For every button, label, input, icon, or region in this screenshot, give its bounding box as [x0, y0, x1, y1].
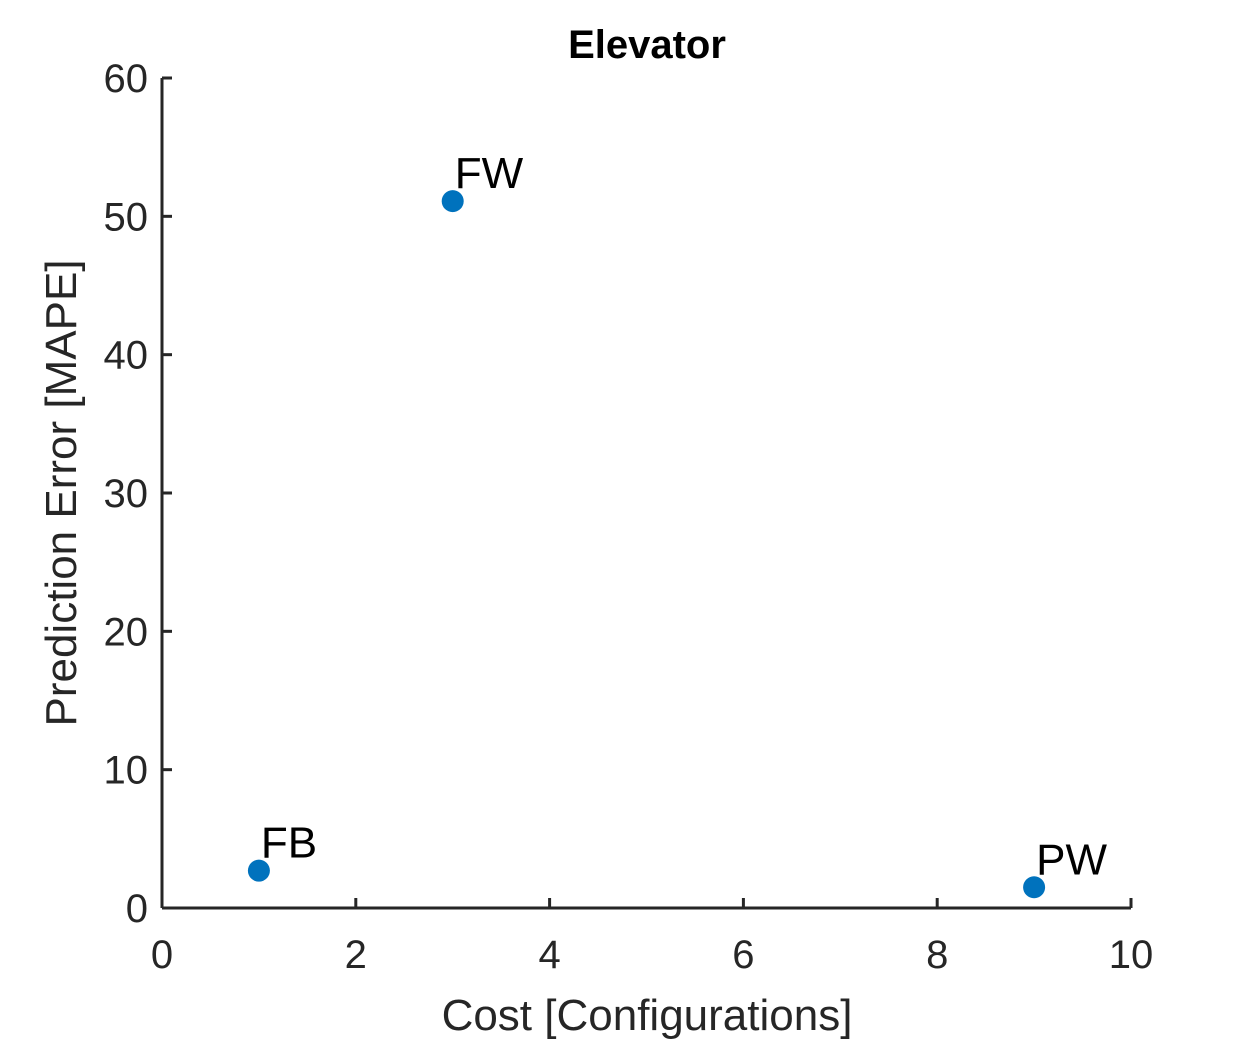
x-ticks: 0 2 4 6 8 10 — [151, 898, 1153, 977]
x-tick-label: 2 — [345, 933, 367, 977]
y-tick-label: 30 — [104, 472, 149, 516]
x-tick-label: 10 — [1109, 933, 1154, 977]
scatter-point-pw — [1023, 876, 1046, 899]
y-ticks: 0 10 20 30 40 50 60 — [104, 57, 172, 931]
chart-title: Elevator — [568, 23, 726, 67]
y-tick-label: 60 — [104, 57, 149, 101]
axes — [160, 78, 1131, 910]
scatter-point-fb — [247, 859, 270, 882]
y-tick-label: 10 — [104, 749, 149, 793]
y-tick-label: 0 — [126, 887, 148, 931]
point-label-fb: FB — [261, 819, 317, 868]
point-label-fw: FW — [455, 149, 524, 198]
x-tick-label: 6 — [732, 933, 754, 977]
x-axis-label: Cost [Configurations] — [442, 991, 853, 1040]
scatter-point-fw — [441, 190, 464, 213]
x-tick-label: 4 — [538, 933, 560, 977]
x-tick-label: 0 — [151, 933, 173, 977]
y-tick-label: 20 — [104, 610, 149, 654]
data-points: FB FW PW — [247, 149, 1107, 899]
x-tick-label: 8 — [926, 933, 948, 977]
y-tick-label: 50 — [104, 195, 149, 239]
y-axis-label: Prediction Error [MAPE] — [37, 259, 86, 726]
point-label-pw: PW — [1036, 835, 1107, 884]
y-tick-label: 40 — [104, 334, 149, 378]
